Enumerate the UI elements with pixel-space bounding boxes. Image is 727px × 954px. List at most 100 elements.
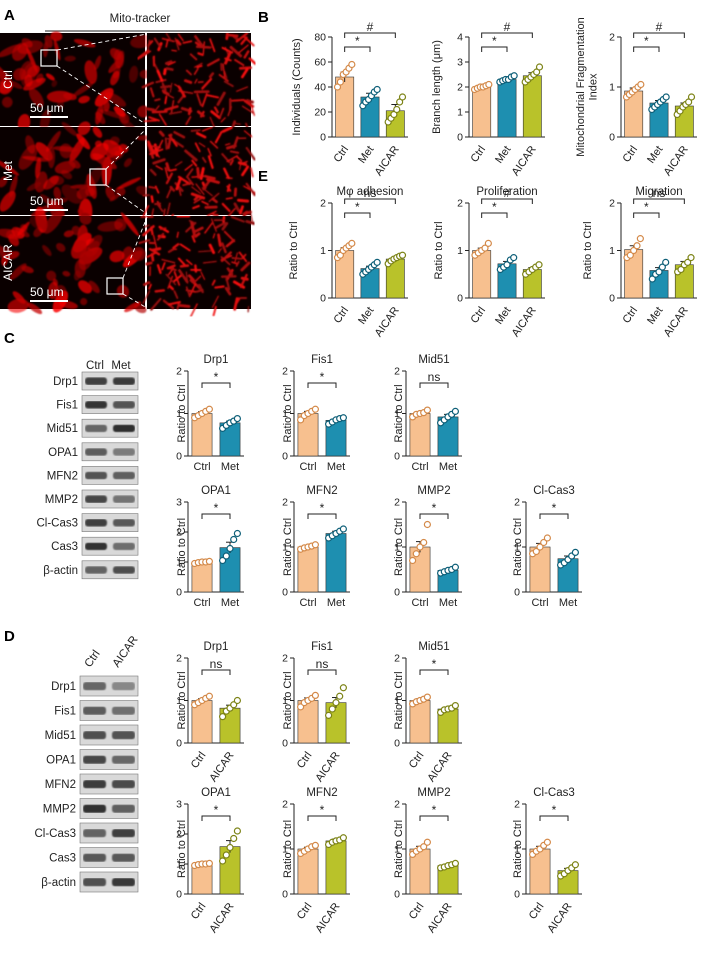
y-tick-label: 2 <box>320 198 326 210</box>
zoom-box <box>40 49 58 67</box>
y-tick-label: 60 <box>314 57 326 69</box>
data-point <box>339 834 347 842</box>
blot-strip <box>79 749 139 770</box>
y-axis-label: Mitochondrial FragmentationIndex <box>575 17 600 156</box>
micro-row-label: Met <box>1 160 15 181</box>
significance-label: * <box>214 370 219 384</box>
data-point <box>655 268 663 276</box>
category-label: Met <box>645 305 665 327</box>
category-label: Ctrl <box>331 305 351 326</box>
blot-lane-label: Ctrl <box>83 648 103 670</box>
category-label: Met <box>356 144 376 166</box>
blot-strip <box>81 489 139 509</box>
significance-label: * <box>552 501 557 515</box>
significance-bracket <box>201 815 231 821</box>
y-tick-label: 0 <box>176 587 182 599</box>
blot-strip <box>81 560 139 580</box>
category-label: AICAR <box>662 305 691 339</box>
panel-label-a: A <box>4 7 15 24</box>
data-point <box>233 827 241 835</box>
blot-protein-label: Cas3 <box>51 541 78 553</box>
chart-c1: 0 1 2 Ratio to Ctrl Drp1 Ctrl Met * <box>176 354 244 473</box>
chart-title: Mid51 <box>418 641 449 653</box>
significance-bracket <box>419 815 449 821</box>
data-point <box>658 263 666 271</box>
category-label: Ctrl <box>331 144 351 165</box>
y-tick-label: 2 <box>514 497 520 509</box>
data-point <box>633 242 641 250</box>
y-axis-label: Ratio to Ctrl <box>282 820 294 878</box>
category-label: Met <box>439 597 457 609</box>
data-point <box>648 275 656 283</box>
data-point <box>222 851 230 859</box>
significance-bracket <box>344 198 396 204</box>
data-point <box>535 63 544 71</box>
data-point <box>219 857 227 865</box>
blot-bands <box>83 829 135 838</box>
blot-protein-label: MMP2 <box>43 804 76 816</box>
zoom-box <box>106 277 124 295</box>
y-tick-label: 0 <box>320 132 326 144</box>
category-label: Ctrl <box>299 461 316 473</box>
y-tick-label: 0 <box>609 293 615 305</box>
chart-b1: 0 20 40 60 80 Individuals (Counts) Ctrl MetAICA… <box>291 20 408 178</box>
chart-c7: 0 1 2 Ratio to Ctrl Cl-Cas3 Ctrl Met * <box>512 485 582 609</box>
blot-protein-label: Mid51 <box>45 730 76 742</box>
y-tick-label: 1 <box>282 542 288 554</box>
blot-strip <box>81 395 139 414</box>
blot-lane-label: Ctrl <box>86 360 104 372</box>
y-tick-label: 0 <box>457 132 463 144</box>
data-point <box>571 548 579 557</box>
data-point <box>393 105 401 114</box>
y-tick-label: 0 <box>394 889 400 901</box>
microscopy-panel: Mito-tracker Ctrl 50 μm Met 50 μm AICAR 50 μm <box>0 13 257 318</box>
data-point <box>205 859 213 868</box>
y-tick-label: 1 <box>457 107 463 119</box>
significance-label: # <box>367 20 374 34</box>
y-axis-label: Ratio to Ctrl <box>393 671 405 729</box>
y-axis-label: Ratio to Ctrl <box>393 384 405 442</box>
significance-label: ns <box>653 186 666 200</box>
chart-c4: 0 1 2 3 Ratio to Ctrl OPA1 Ctrl Met * <box>176 485 244 609</box>
y-tick-label: 1 <box>394 844 400 856</box>
category-label: AICAR <box>373 305 402 339</box>
y-tick-label: 1 <box>282 844 288 856</box>
y-tick-label: 1 <box>514 844 520 856</box>
data-point <box>233 415 241 423</box>
category-label: AICAR <box>207 750 236 784</box>
data-point <box>311 405 319 413</box>
category-label: Ctrl <box>299 597 316 609</box>
category-label: Ctrl <box>620 305 640 326</box>
bar-ctrl <box>297 546 319 593</box>
y-tick-label: 2 <box>176 829 182 841</box>
blot-bands <box>85 424 135 433</box>
zoom-guide-line <box>56 65 148 126</box>
y-tick-label: 2 <box>394 366 400 378</box>
category-label: Met <box>327 461 345 473</box>
blot-protein-label: Cas3 <box>49 853 76 865</box>
chart-b3: 0 1 2 Mitochondrial FragmentationIndex Ctrl M… <box>575 17 697 178</box>
y-tick-label: 1 <box>282 695 288 707</box>
y-tick-label: 1 <box>320 245 326 257</box>
significance-bracket <box>539 815 569 821</box>
category-label: Met <box>327 597 345 609</box>
data-point <box>226 843 234 852</box>
data-point <box>230 834 238 843</box>
significance-label: ns <box>210 657 223 671</box>
blot-protein-label: β-actin <box>41 877 76 889</box>
blot-bands <box>85 471 135 480</box>
category-label: AICAR <box>425 901 454 935</box>
y-tick-label: 0 <box>394 451 400 463</box>
data-point <box>205 405 213 413</box>
blot-lane-label: AICAR <box>111 634 141 670</box>
y-tick-label: 2 <box>282 366 288 378</box>
category-label: Ctrl <box>189 750 209 771</box>
category-label: AICAR <box>510 305 539 339</box>
data-point <box>373 258 381 266</box>
y-axis-label: Ratio to Ctrl <box>176 518 188 576</box>
y-tick-label: 2 <box>282 799 288 811</box>
chart-title: Fis1 <box>311 354 333 366</box>
data-point <box>451 701 459 710</box>
